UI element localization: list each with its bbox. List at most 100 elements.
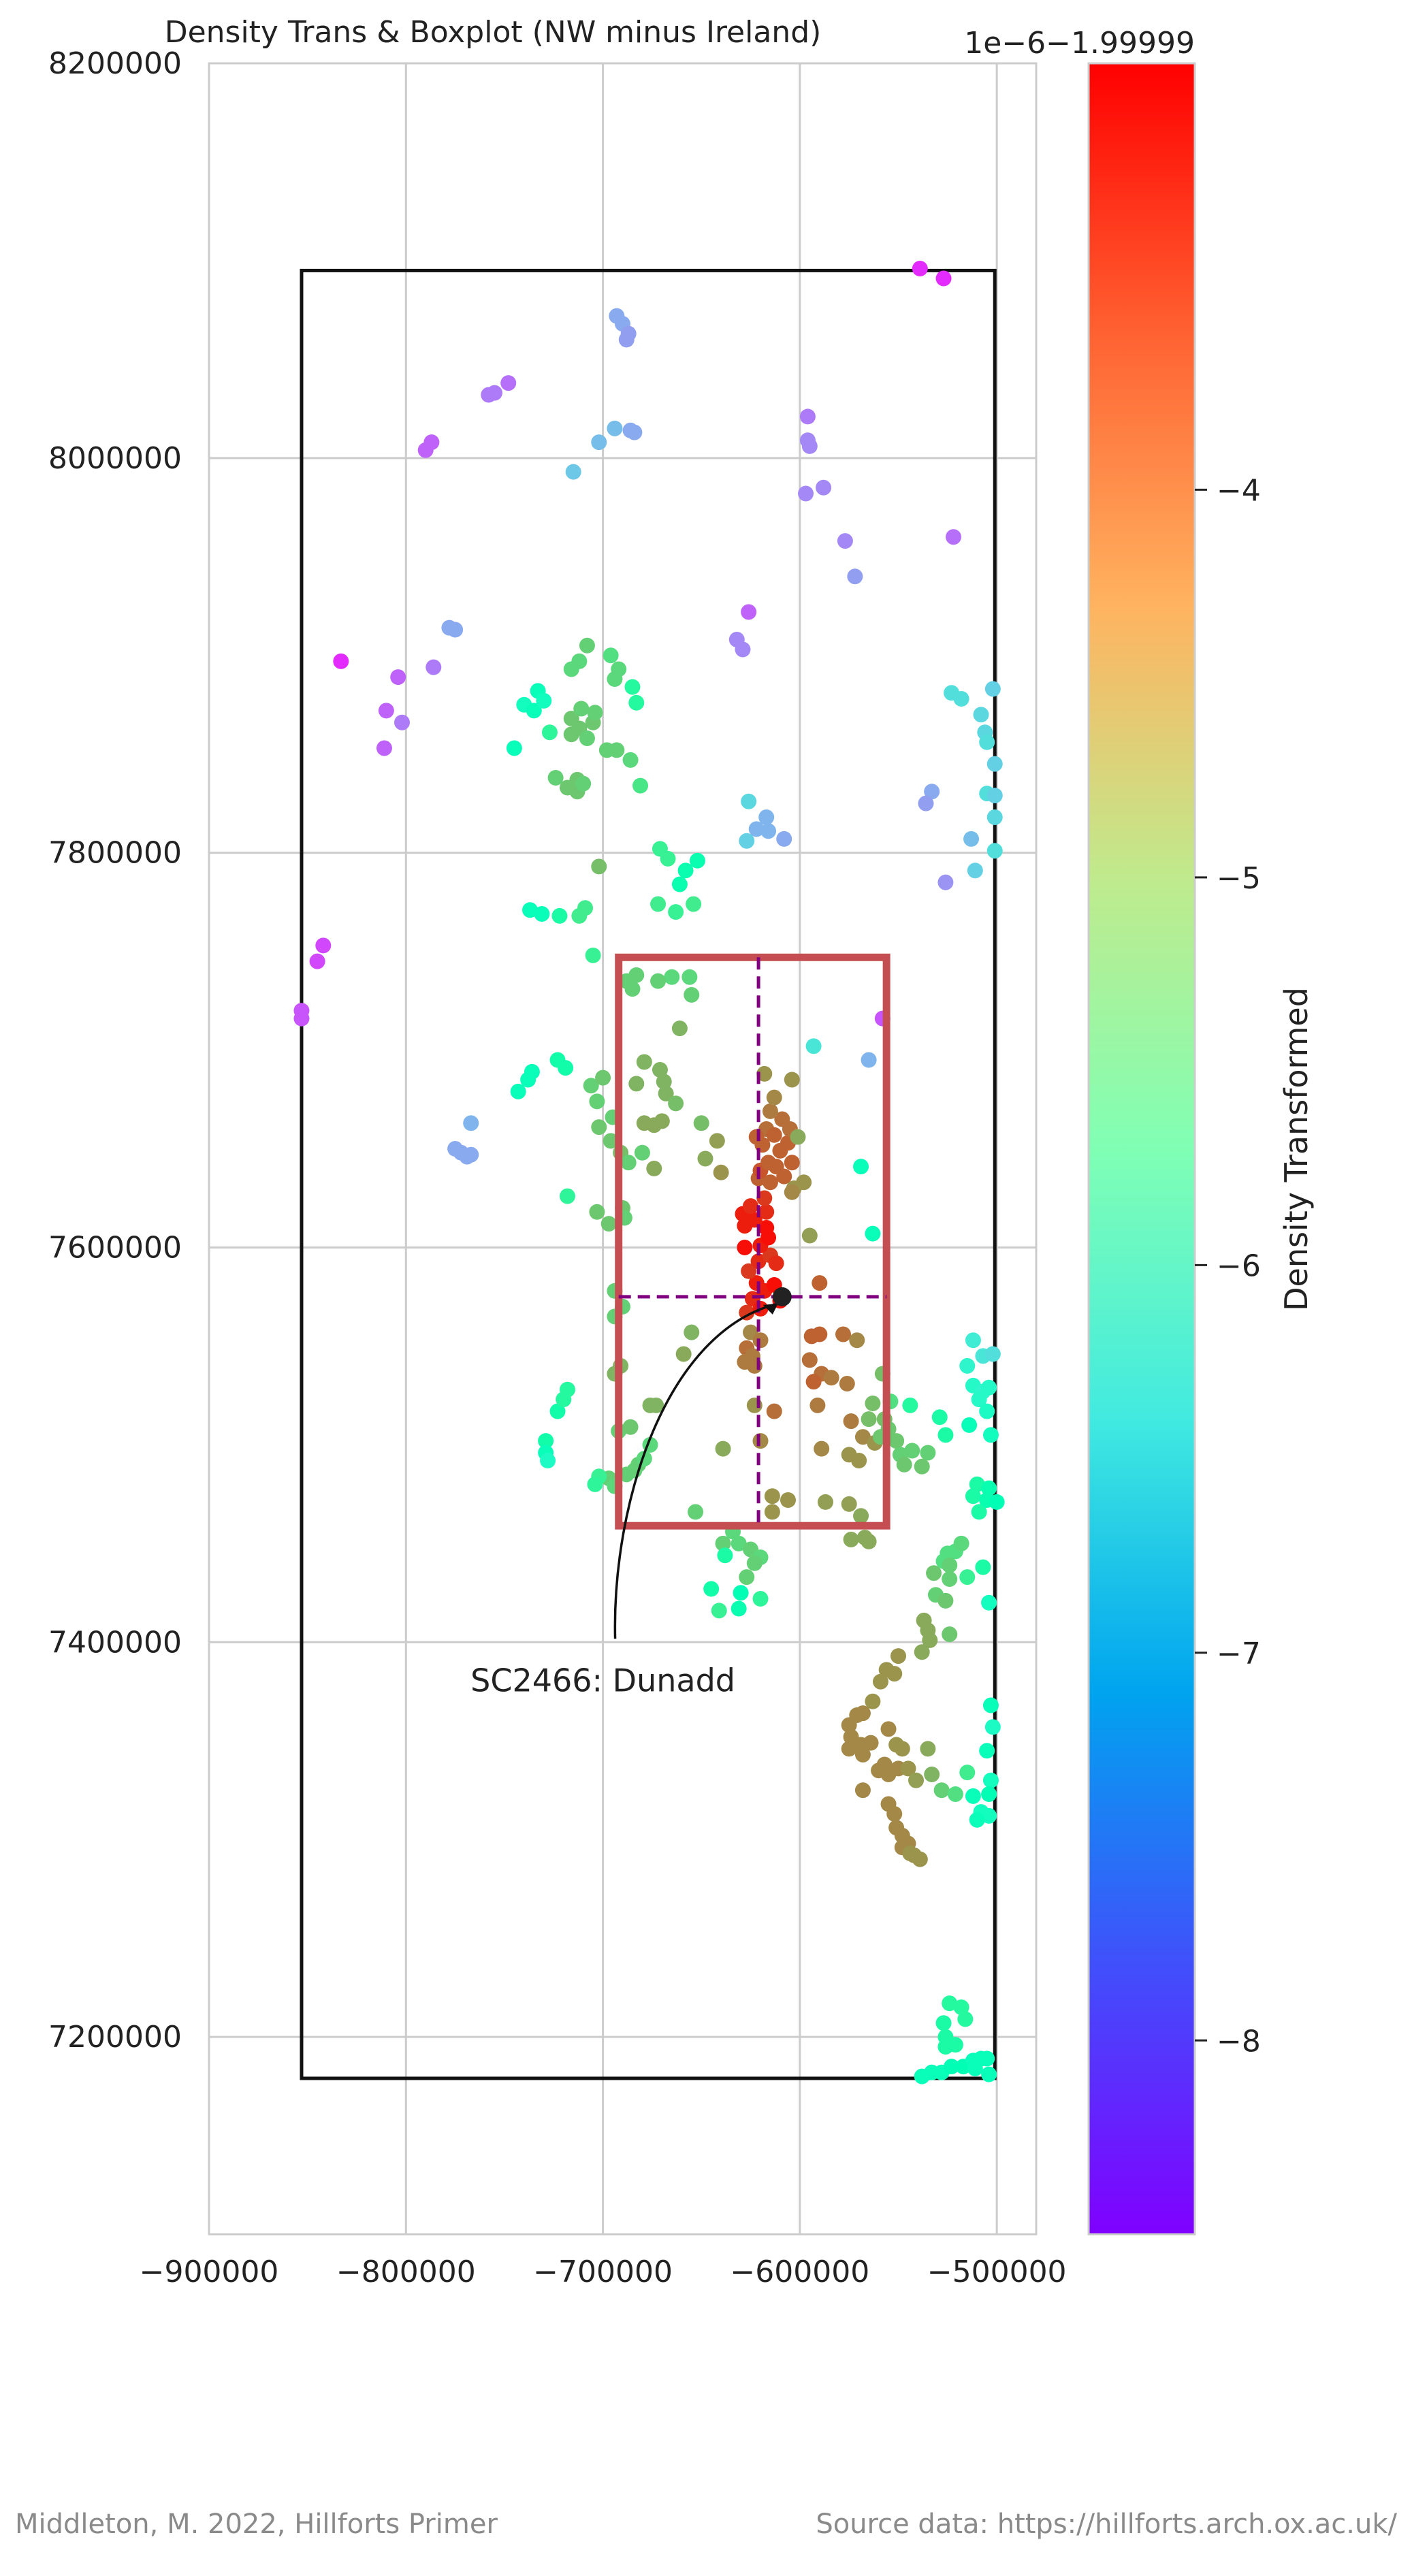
data-point: [628, 694, 645, 711]
data-point: [688, 1504, 704, 1520]
axes: −900000 −800000 −700000 −600000 −500000 72000…: [48, 46, 1067, 2289]
data-point: [801, 1227, 818, 1244]
data-point: [709, 1133, 725, 1149]
data-point: [947, 1786, 963, 1803]
data-point: [618, 332, 635, 348]
data-point: [376, 740, 392, 756]
data-point: [967, 2060, 983, 2076]
data-point: [805, 1038, 822, 1054]
data-point: [563, 661, 579, 677]
data-point: [959, 1765, 976, 1781]
data-point: [888, 1433, 905, 1449]
data-point: [801, 1352, 818, 1368]
data-point: [600, 1216, 617, 1232]
data-point: [861, 1052, 877, 1068]
colorbar-gradient: [1087, 62, 1196, 2236]
x-tick-label: −900000: [140, 2255, 279, 2289]
data-point: [942, 1557, 958, 1573]
annotation-arrow: [613, 1302, 779, 1639]
data-point: [880, 1721, 897, 1737]
data-point: [766, 1089, 782, 1106]
data-point: [914, 1458, 930, 1475]
data-point: [715, 1535, 731, 1551]
data-point: [607, 671, 623, 688]
data-point: [534, 906, 550, 922]
plot-frame: [208, 62, 1038, 2236]
data-point: [459, 1148, 475, 1165]
y-tick-label: 7400000: [48, 1625, 182, 1660]
data-point: [750, 1253, 767, 1270]
boxplot-box: [615, 953, 890, 1530]
data-point: [752, 1590, 769, 1607]
overlays: SC2466: Dunadd: [470, 953, 890, 1698]
data-point: [741, 1263, 757, 1279]
data-point: [986, 756, 1003, 772]
data-point: [575, 775, 592, 792]
data-point: [799, 408, 816, 425]
data-point: [603, 1133, 619, 1149]
data-point: [591, 434, 607, 451]
data-point: [558, 1060, 574, 1076]
data-point: [762, 1174, 778, 1191]
footer-source: Source data: https://hillforts.arch.ox.a…: [816, 2509, 1397, 2540]
colorbar-tick-label: −8: [1217, 2024, 1261, 2059]
data-point: [969, 1476, 985, 1492]
extent-box: [300, 268, 997, 2080]
x-tick-label: −500000: [927, 2255, 1067, 2289]
data-point: [920, 1741, 936, 1757]
data-point: [540, 1453, 556, 1469]
data-point: [942, 1626, 958, 1643]
data-point: [904, 1443, 920, 1459]
data-point: [522, 902, 539, 918]
data-point: [560, 1381, 575, 1398]
data-point: [853, 1508, 869, 1524]
data-point: [731, 1600, 747, 1617]
x-tick-label: −800000: [336, 2255, 476, 2289]
data-point: [847, 568, 863, 585]
data-point: [854, 1747, 871, 1763]
data-point: [982, 1697, 999, 1713]
data-point: [766, 1127, 782, 1143]
data-point: [861, 1533, 877, 1549]
data-point: [924, 784, 940, 800]
data-point: [768, 1255, 784, 1272]
data-point: [684, 1324, 700, 1340]
data-point: [812, 1326, 828, 1342]
data-point: [636, 1054, 652, 1070]
highlight-point: [772, 1287, 792, 1306]
data-point: [886, 1805, 903, 1822]
data-point: [526, 703, 542, 719]
data-point: [565, 464, 581, 480]
data-point: [394, 714, 410, 730]
data-point: [946, 529, 961, 545]
data-point: [979, 1743, 995, 1759]
data-point: [758, 1219, 775, 1236]
data-point: [961, 1417, 978, 1433]
data-point: [646, 1160, 662, 1176]
data-point: [549, 1403, 566, 1419]
y-tick-label: 7600000: [48, 1230, 182, 1265]
data-point: [886, 1666, 903, 1682]
data-point: [937, 1592, 954, 1609]
data-point: [989, 1494, 1005, 1510]
data-point: [686, 896, 702, 912]
data-point: [971, 1504, 987, 1520]
data-point: [711, 1603, 727, 1619]
data-point: [865, 1225, 881, 1242]
data-point: [752, 1433, 769, 1449]
data-point: [935, 270, 952, 287]
data-point: [984, 681, 1001, 697]
data-point: [853, 1159, 869, 1175]
data-point: [937, 874, 954, 890]
data-point: [622, 752, 639, 768]
data-point: [743, 1198, 759, 1214]
data-point: [953, 1535, 969, 1551]
data-point: [293, 1010, 310, 1027]
data-point: [378, 703, 394, 719]
data-point: [937, 1427, 954, 1443]
data-point: [784, 1155, 800, 1171]
data-point: [942, 1571, 958, 1588]
data-point: [981, 1807, 997, 1824]
data-point: [809, 1397, 826, 1413]
data-point: [922, 1632, 938, 1648]
